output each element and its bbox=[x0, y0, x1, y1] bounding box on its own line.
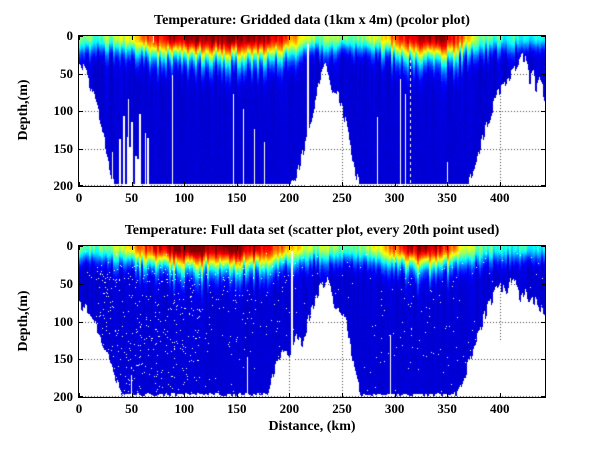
x-tick-label: 350 bbox=[437, 401, 457, 416]
pcolor-plot-title: Temperature: Gridded data (1km x 4m) (pc… bbox=[154, 13, 470, 28]
x-tick-mark bbox=[342, 246, 343, 250]
y-tick-mark bbox=[79, 246, 83, 247]
y-tick-mark bbox=[79, 359, 83, 360]
y-tick-label: 0 bbox=[66, 28, 74, 43]
x-tick-mark bbox=[237, 36, 238, 40]
x-tick-label: 400 bbox=[490, 190, 510, 205]
x-tick-mark bbox=[500, 36, 501, 40]
x-tick-mark bbox=[79, 36, 80, 40]
scatter-data-canvas bbox=[79, 246, 545, 397]
x-tick-mark bbox=[79, 246, 80, 250]
x-tick-mark bbox=[79, 182, 80, 186]
y-tick-label: 200 bbox=[53, 178, 74, 193]
pcolor-data-canvas bbox=[79, 36, 545, 186]
x-tick-mark bbox=[132, 182, 133, 186]
scatter-y-axis-label: Depth,(m) bbox=[16, 289, 31, 352]
x-tick-mark bbox=[395, 246, 396, 250]
y-tick-mark bbox=[541, 359, 545, 360]
x-tick-mark bbox=[237, 182, 238, 186]
x-tick-label: 100 bbox=[174, 190, 194, 205]
x-tick-label: 100 bbox=[174, 401, 194, 416]
y-tick-label: 0 bbox=[66, 238, 74, 253]
x-tick-label: 400 bbox=[490, 401, 510, 416]
x-tick-mark bbox=[289, 246, 290, 250]
y-tick-mark bbox=[79, 111, 83, 112]
x-tick-mark bbox=[500, 246, 501, 250]
x-tick-mark bbox=[289, 36, 290, 40]
x-tick-mark bbox=[342, 36, 343, 40]
x-tick-mark bbox=[184, 246, 185, 250]
x-axis-label: Distance, (km) bbox=[268, 419, 356, 434]
y-tick-label: 150 bbox=[53, 351, 74, 367]
y-tick-label: 50 bbox=[60, 275, 73, 291]
x-tick-label: 50 bbox=[125, 401, 139, 416]
y-tick-mark bbox=[79, 284, 83, 285]
x-tick-label: 250 bbox=[332, 401, 352, 416]
x-tick-mark bbox=[342, 393, 343, 397]
x-tick-label: 200 bbox=[279, 190, 300, 205]
x-tick-mark bbox=[447, 393, 448, 397]
y-tick-mark bbox=[541, 111, 545, 112]
x-tick-mark bbox=[184, 393, 185, 397]
x-tick-mark bbox=[132, 393, 133, 397]
x-tick-mark bbox=[395, 393, 396, 397]
y-tick-mark bbox=[541, 36, 545, 37]
y-tick-label: 50 bbox=[60, 65, 73, 81]
y-tick-mark bbox=[541, 396, 545, 397]
x-tick-label: 0 bbox=[75, 190, 83, 205]
x-tick-mark bbox=[237, 393, 238, 397]
y-tick-mark bbox=[541, 185, 545, 186]
y-tick-mark bbox=[541, 284, 545, 285]
x-tick-label: 150 bbox=[227, 401, 247, 416]
y-tick-label: 100 bbox=[53, 313, 74, 329]
y-tick-mark bbox=[79, 322, 83, 323]
x-tick-mark bbox=[132, 36, 133, 40]
x-tick-mark bbox=[132, 246, 133, 250]
x-tick-mark bbox=[184, 182, 185, 186]
y-tick-label: 100 bbox=[53, 103, 74, 118]
y-tick-mark bbox=[541, 149, 545, 150]
x-tick-label: 350 bbox=[437, 190, 457, 205]
y-tick-mark bbox=[79, 396, 83, 397]
x-tick-mark bbox=[79, 393, 80, 397]
x-tick-mark bbox=[447, 246, 448, 250]
y-tick-mark bbox=[79, 149, 83, 150]
x-tick-mark bbox=[184, 36, 185, 40]
y-tick-mark bbox=[79, 74, 83, 75]
x-tick-mark bbox=[289, 182, 290, 186]
x-tick-label: 50 bbox=[125, 190, 139, 205]
y-tick-mark bbox=[79, 185, 83, 186]
x-tick-mark bbox=[395, 182, 396, 186]
x-tick-mark bbox=[500, 182, 501, 186]
pcolor-plot-area bbox=[78, 35, 546, 187]
x-tick-label: 300 bbox=[384, 401, 405, 416]
scatter-plot-area bbox=[78, 245, 546, 398]
x-tick-label: 200 bbox=[279, 401, 300, 416]
x-tick-mark bbox=[395, 36, 396, 40]
y-tick-label: 200 bbox=[53, 389, 74, 404]
x-tick-label: 300 bbox=[384, 190, 405, 205]
x-tick-label: 150 bbox=[227, 190, 247, 205]
x-tick-mark bbox=[289, 393, 290, 397]
y-tick-mark bbox=[541, 246, 545, 247]
y-tick-mark bbox=[79, 36, 83, 37]
x-tick-mark bbox=[447, 182, 448, 186]
x-tick-label: 250 bbox=[332, 190, 352, 205]
y-tick-mark bbox=[541, 74, 545, 75]
x-tick-label: 0 bbox=[75, 401, 83, 416]
y-tick-mark bbox=[541, 322, 545, 323]
y-tick-label: 150 bbox=[53, 140, 74, 156]
x-tick-mark bbox=[342, 182, 343, 186]
x-tick-mark bbox=[447, 36, 448, 40]
pcolor-y-axis-label: Depth,(m) bbox=[16, 79, 31, 141]
x-tick-mark bbox=[237, 246, 238, 250]
x-tick-mark bbox=[500, 393, 501, 397]
scatter-plot-title: Temperature: Full data set (scatter plot… bbox=[124, 223, 500, 238]
